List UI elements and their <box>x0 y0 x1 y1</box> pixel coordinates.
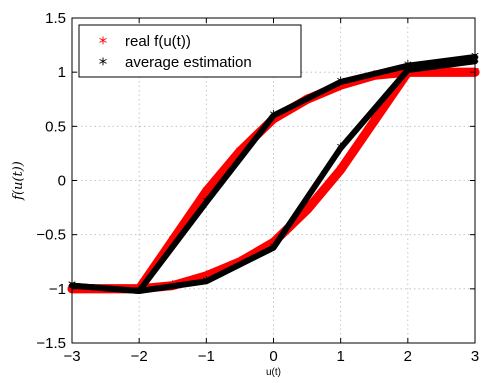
data-point: * <box>270 239 278 258</box>
legend-marker: * <box>99 55 108 75</box>
x-tick-label: −3 <box>63 348 80 365</box>
legend: * real f(u(t)) * average estimation <box>78 24 302 78</box>
data-point: * <box>169 231 177 250</box>
y-tick-label: 1 <box>58 64 66 81</box>
tick-layer: −3 −2 −1 0 1 2 3 −1.5 −1 −0.5 0 0.5 1 1.5 <box>36 10 479 365</box>
y-tick-label: 1.5 <box>45 10 66 27</box>
y-tick-label: 0.5 <box>45 118 66 135</box>
x-tick-label: 3 <box>471 348 479 365</box>
data-point: * <box>202 182 210 201</box>
data-point: * <box>337 139 345 158</box>
x-tick-label: 1 <box>336 348 344 365</box>
data-point: * <box>202 193 210 212</box>
y-axis-label: f(u(t)) <box>11 161 26 201</box>
x-tick-label: 2 <box>404 348 412 365</box>
legend-entry-label: average estimation <box>125 54 252 71</box>
data-point: * <box>337 161 345 180</box>
y-tick-label: 0 <box>58 173 66 190</box>
legend-box <box>78 24 302 78</box>
y-tick-label: −1.5 <box>36 335 66 352</box>
x-tick-label: −2 <box>131 348 148 365</box>
data-point: * <box>337 76 345 95</box>
data-point: * <box>404 61 412 80</box>
legend-marker: * <box>99 34 108 54</box>
x-tick-label: 0 <box>269 348 277 365</box>
data-point: * <box>202 272 210 291</box>
x-axis-label: u(t) <box>266 367 281 378</box>
data-point: * <box>135 282 143 301</box>
x-tick-label: −1 <box>198 348 215 365</box>
data-point: * <box>303 201 311 220</box>
data-point: * <box>202 267 210 286</box>
data-point: * <box>236 142 244 161</box>
y-tick-label: −0.5 <box>36 227 66 244</box>
series-branch-line <box>69 58 478 294</box>
y-tick-label: −1 <box>49 281 66 298</box>
data-point: * <box>337 73 345 92</box>
legend-entry-label: real f(u(t)) <box>125 33 191 50</box>
data-point: * <box>370 112 378 131</box>
data-point: * <box>404 57 412 76</box>
data-point: * <box>270 107 278 126</box>
